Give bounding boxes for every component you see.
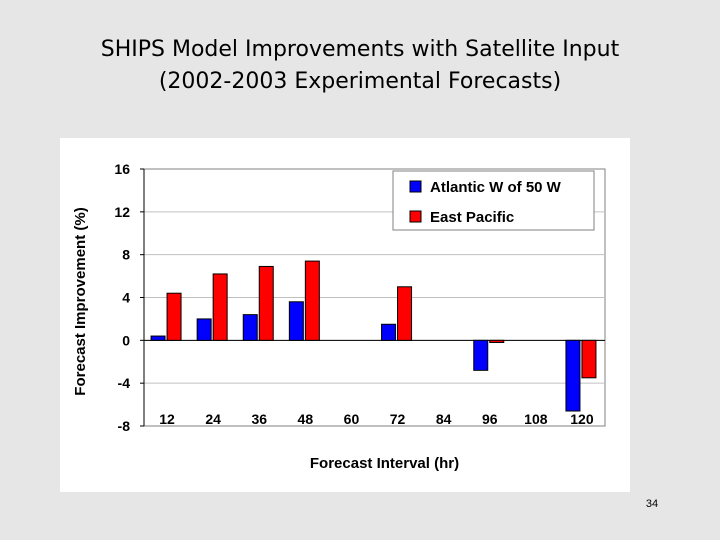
y-tick-label: -4 [118,375,131,391]
legend: Atlantic W of 50 W East Pacific [392,170,595,231]
bar [196,318,212,341]
legend-box [392,170,595,231]
bar [288,301,304,341]
x-tick-label: 24 [205,411,221,427]
y-tick-label: 0 [122,332,130,348]
page-number: 34 [645,498,659,510]
bar [489,339,505,343]
legend-swatch [409,180,422,193]
x-tick-label: 120 [570,411,594,427]
y-tick-label: -8 [118,418,131,434]
bar [150,335,166,341]
slide-title: SHIPS Model Improvements with Satellite … [0,34,720,98]
bar [473,339,489,371]
x-tick-label: 96 [482,411,498,427]
x-tick-label: 48 [298,411,314,427]
y-tick-label: 4 [122,290,130,306]
x-axis-title: Forecast Interval (hr) [310,455,459,472]
bar [304,260,320,341]
x-tick-label: 60 [344,411,360,427]
bar [397,286,413,341]
x-tick-label: 84 [436,411,452,427]
slide-title-line-2: (2002-2003 Experimental Forecasts) [158,69,562,94]
x-tick-label: 108 [524,411,548,427]
y-tick-label: 12 [114,204,130,220]
bar [565,339,581,412]
bar [212,273,228,341]
bar [166,292,182,341]
x-tick-label: 72 [390,411,406,427]
bar [258,265,274,341]
bar [581,339,597,379]
legend-label: East Pacific [430,209,514,226]
chart-panel: 16 12 8 4 0 -4 -8 12 24 36 48 60 72 84 96 108 120 Forecas… [60,138,630,492]
x-tick-label: 36 [251,411,267,427]
bar [242,314,258,341]
bar [381,323,397,341]
slide-title-line-1: SHIPS Model Improvements with Satellite … [100,37,620,62]
x-tick-label: 12 [159,411,175,427]
y-tick-label: 16 [114,161,130,177]
y-tick-label: 8 [122,247,130,263]
y-axis-title: Forecast Improvement (%) [72,207,89,395]
legend-label: Atlantic W of 50 W [430,179,562,196]
legend-swatch [409,210,422,223]
